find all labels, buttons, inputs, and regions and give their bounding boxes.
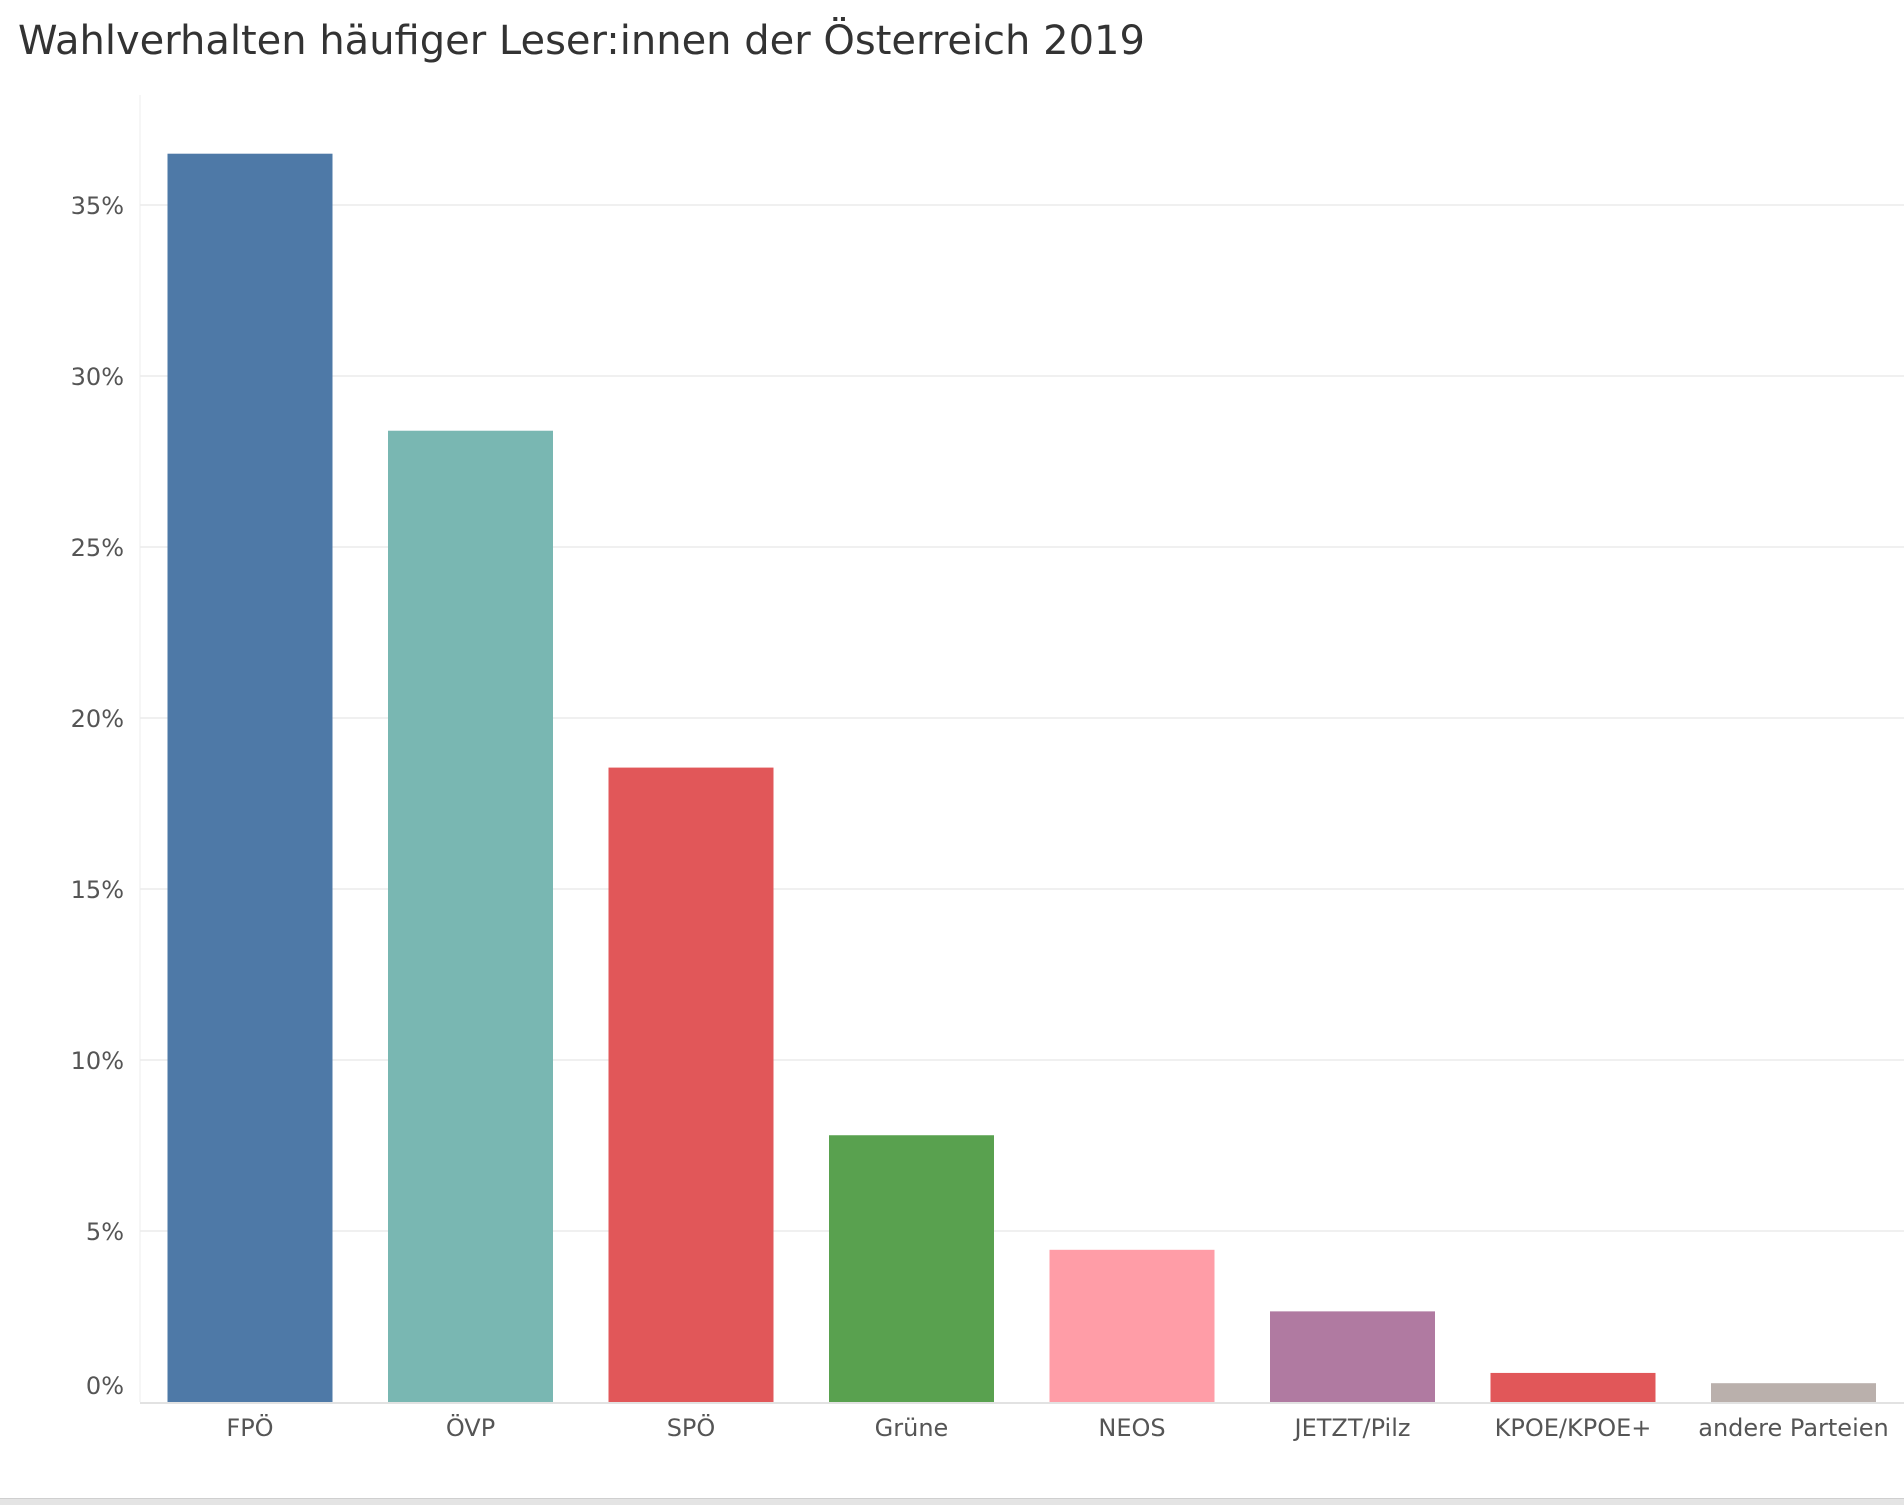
y-axis: 0% 5% 10% 15% 20% 25% 30% 35% — [71, 95, 141, 1402]
x-tick-label: SPÖ — [667, 1413, 716, 1442]
x-tick-label: FPÖ — [226, 1413, 273, 1442]
bottom-scroll-strip — [0, 1498, 1904, 1505]
bar[interactable] — [167, 153, 333, 1403]
y-tick-label: 35% — [71, 192, 124, 220]
x-tick-label: Grüne — [875, 1414, 949, 1442]
x-tick-label: JETZT/Pilz — [1293, 1414, 1411, 1442]
bar[interactable] — [608, 767, 774, 1402]
y-tick-label: 0% — [86, 1372, 124, 1400]
bar[interactable] — [829, 1135, 994, 1402]
y-tick-label: 15% — [71, 876, 124, 904]
x-axis: FPÖ ÖVP SPÖ Grüne NEOS JETZT/Pilz KPOE/KPOE+ an… — [140, 1402, 1904, 1442]
bar[interactable] — [1711, 1383, 1876, 1402]
y-tick-label: 10% — [71, 1047, 124, 1075]
chart-title: Wahlverhalten häufiger Leser:innen der Ö… — [18, 18, 1145, 64]
x-tick-label: ÖVP — [446, 1413, 495, 1442]
bar[interactable] — [388, 430, 553, 1403]
x-tick-label: andere Parteien — [1698, 1414, 1888, 1442]
y-tick-label: 5% — [86, 1218, 124, 1246]
bar[interactable] — [1270, 1311, 1435, 1402]
y-tick-label: 20% — [71, 705, 124, 733]
x-tick-label: KPOE/KPOE+ — [1495, 1414, 1652, 1442]
y-tick-label: 30% — [71, 363, 124, 391]
bars — [167, 153, 1876, 1403]
x-tick-label: NEOS — [1098, 1414, 1165, 1442]
y-tick-label: 25% — [71, 534, 124, 562]
bar[interactable] — [1490, 1372, 1656, 1402]
bar[interactable] — [1049, 1249, 1215, 1402]
